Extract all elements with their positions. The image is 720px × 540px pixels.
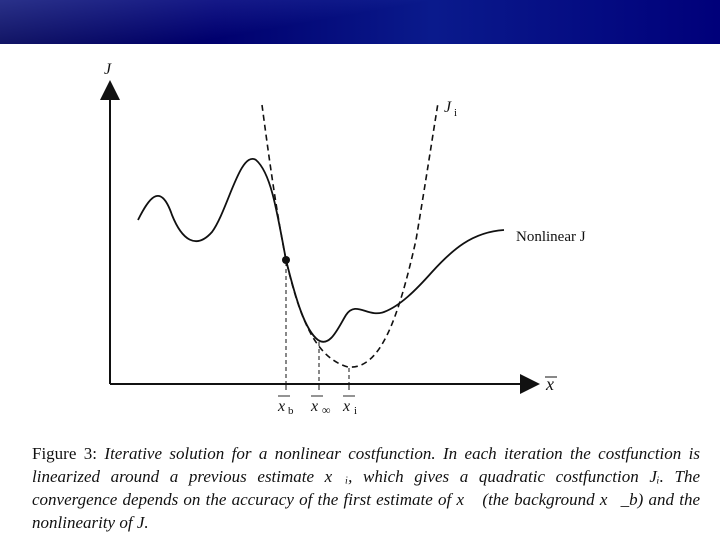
svg-text:∞: ∞ <box>322 403 331 417</box>
y-axis-label: J <box>104 61 112 78</box>
svg-text:x: x <box>310 398 318 415</box>
background-estimate-point <box>282 256 290 264</box>
tick-label-xb: x b <box>277 395 294 417</box>
quadratic-curve-label-sub: i <box>454 107 457 119</box>
caption-body: Iterative solution for a nonlinear costf… <box>32 444 700 532</box>
tick-label-xinf: x ∞ <box>310 395 331 417</box>
quadratic-curve-label: J <box>444 99 452 116</box>
figure-caption: Figure 3: Iterative solution for a nonli… <box>32 442 700 534</box>
tick-label-xi: x i <box>342 395 357 417</box>
x-axis-label: x <box>545 374 554 394</box>
nonlinear-curve-label: Nonlinear J <box>516 229 586 245</box>
slide-header-band <box>0 0 720 44</box>
nonlinear-cost-curve <box>137 158 505 343</box>
svg-text:b: b <box>288 405 294 417</box>
svg-text:i: i <box>354 405 357 417</box>
svg-text:x: x <box>277 398 285 415</box>
quadratic-approximation-curve <box>261 102 439 368</box>
header-sheen <box>0 0 720 44</box>
svg-text:x: x <box>342 398 350 415</box>
caption-lead: Figure 3: <box>32 444 98 463</box>
cost-function-figure: J x J i Nonlinear J x b x ∞ x i <box>100 61 586 417</box>
